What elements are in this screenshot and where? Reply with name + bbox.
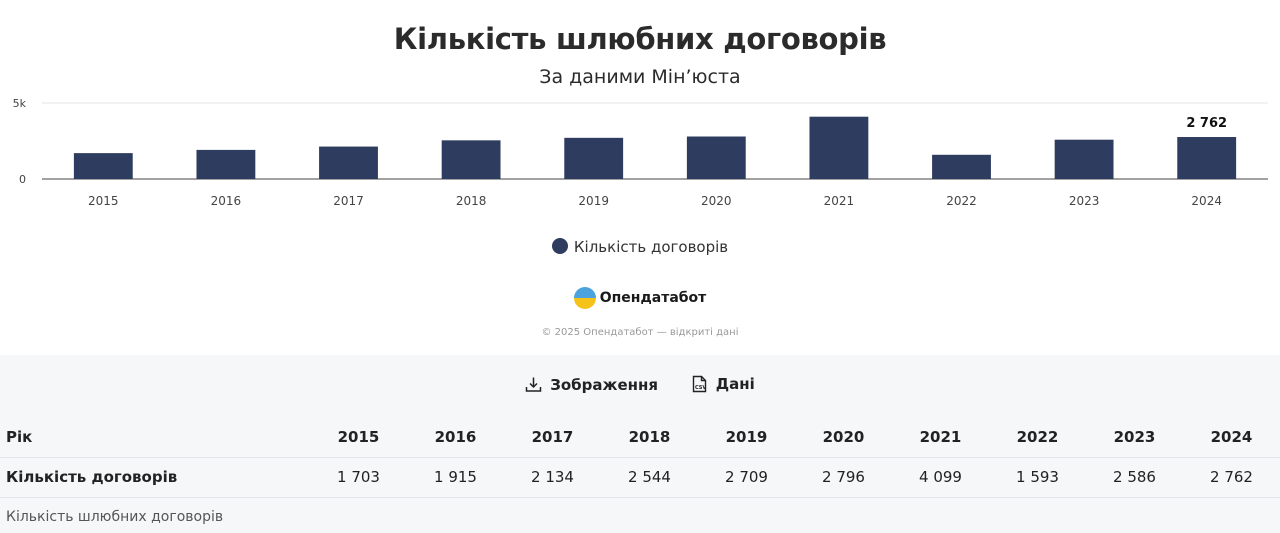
download-image-button[interactable]: Зображення xyxy=(525,376,658,394)
x-tick-label: 2022 xyxy=(946,194,977,208)
table-header-year: 2020 xyxy=(795,417,892,458)
table-header-year: 2018 xyxy=(601,417,698,458)
table-header-year: 2021 xyxy=(892,417,989,458)
table-cell-value: 1 703 xyxy=(310,457,407,498)
download-icon xyxy=(525,377,542,392)
table-header-year: 2017 xyxy=(504,417,601,458)
bar xyxy=(319,146,378,179)
x-tick-label: 2023 xyxy=(1069,194,1100,208)
table-cell-value: 2 709 xyxy=(698,457,795,498)
bar xyxy=(564,137,624,179)
x-tick-label: 2019 xyxy=(578,194,609,208)
table-header-year: 2016 xyxy=(407,417,504,458)
x-tick-label: 2017 xyxy=(333,194,364,208)
table-row: Кількість договорів 1 703 1 915 2 134 2 544… xyxy=(0,457,1280,498)
y-tick-label: 0 xyxy=(19,173,26,186)
data-label: 2 762 xyxy=(1186,116,1227,131)
table-row-label: Кількість договорів xyxy=(0,457,310,498)
bar xyxy=(809,116,869,179)
bar xyxy=(932,154,991,179)
bar xyxy=(73,153,133,179)
table-cell-value: 2 544 xyxy=(601,457,698,498)
chart-title: Кількість шлюбних договорів xyxy=(393,22,887,56)
x-tick-label: 2020 xyxy=(701,194,732,208)
table-header-year: 2024 xyxy=(1183,417,1280,458)
x-tick-label: 2021 xyxy=(824,194,855,208)
data-table: Рік 2015 2016 2017 2018 2019 2020 2021 2022 2023… xyxy=(0,417,1280,498)
bar xyxy=(196,149,256,179)
csv-file-icon: CSV xyxy=(692,375,706,393)
data-panel: Зображення CSV Дані Рік 2015 2016 2017 2018… xyxy=(0,355,1280,533)
x-tick-label: 2024 xyxy=(1191,194,1222,208)
bar-chart: 0 5k 2015 2016 2017 2018 2019 2020 2021 2022 2023 2… xyxy=(13,97,1268,208)
x-tick-label: 2016 xyxy=(211,194,242,208)
bar xyxy=(441,140,501,179)
x-tick-label: 2018 xyxy=(456,194,487,208)
brand[interactable]: Опендатабот xyxy=(0,287,1280,313)
legend[interactable]: Кількість договорів xyxy=(0,238,1280,256)
table-header-year: 2023 xyxy=(1086,417,1183,458)
chart-container: Кількість шлюбних договорів За даними Мі… xyxy=(0,22,1280,338)
opendatabot-logo-icon xyxy=(573,287,596,309)
svg-text:CSV: CSV xyxy=(695,385,706,391)
table-header-row: Рік 2015 2016 2017 2018 2019 2020 2021 2022 2023… xyxy=(0,417,1280,458)
bar xyxy=(686,136,746,179)
table-cell-value: 4 099 xyxy=(892,457,989,498)
download-image-label: Зображення xyxy=(550,375,658,394)
copyright: © 2025 Опендатабот — відкриті дані xyxy=(541,327,739,338)
table-header-label: Рік xyxy=(0,417,310,458)
table-cell-value: 1 593 xyxy=(989,457,1086,498)
table-header-year: 2022 xyxy=(989,417,1086,458)
x-tick-label: 2015 xyxy=(88,194,119,208)
table-cell-value: 2 762 xyxy=(1183,457,1280,498)
legend-marker xyxy=(551,238,568,254)
chart-subtitle: За даними Мін’юста xyxy=(539,66,741,88)
table-caption: Кількість шлюбних договорів xyxy=(6,509,224,525)
export-actions: Зображення CSV Дані xyxy=(0,375,1280,397)
bar xyxy=(1054,139,1114,179)
download-data-button[interactable]: CSV Дані xyxy=(691,375,755,393)
y-tick-label: 5k xyxy=(13,97,27,110)
table-cell-value: 2 134 xyxy=(504,457,601,498)
legend-label: Кількість договорів xyxy=(573,238,729,256)
table-cell-value: 2 796 xyxy=(795,457,892,498)
table-cell-value: 2 586 xyxy=(1086,457,1183,498)
table-header-year: 2019 xyxy=(698,417,795,458)
table-header-year: 2015 xyxy=(310,417,407,458)
table-cell-value: 1 915 xyxy=(407,457,504,498)
bar xyxy=(1177,137,1237,179)
brand-name: Опендатабот xyxy=(599,290,707,306)
download-data-label: Дані xyxy=(715,375,755,393)
